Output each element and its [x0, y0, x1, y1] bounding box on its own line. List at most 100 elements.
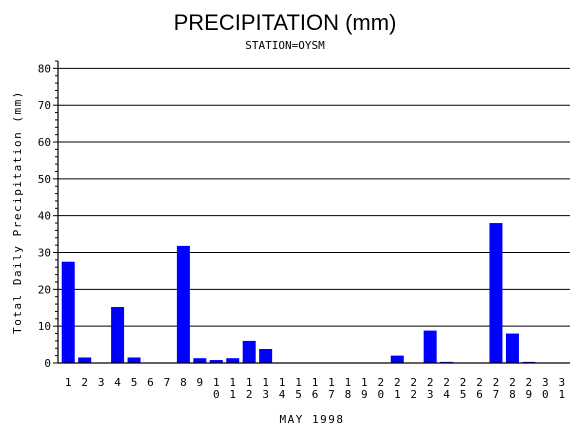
x-tick-label-char: 2 — [377, 376, 384, 389]
x-tick-label: 16 — [312, 376, 319, 401]
x-tick-label-char: 1 — [262, 376, 269, 389]
x-tick-label: 22 — [410, 376, 417, 401]
x-tick-label-char: 2 — [509, 376, 516, 389]
x-tick-label: 8 — [180, 376, 187, 389]
x-tick-label-char: 5 — [295, 388, 302, 401]
x-tick-label: 30 — [542, 376, 549, 401]
y-tick-label: 50 — [38, 173, 51, 186]
x-tick-label-char: 3 — [98, 376, 105, 389]
x-tick-label-char: 2 — [246, 388, 253, 401]
axes — [53, 60, 570, 364]
bar — [259, 349, 273, 363]
y-tick-label: 70 — [38, 99, 51, 112]
bar — [390, 355, 404, 363]
x-tick-label-char: 2 — [394, 376, 401, 389]
x-tick-label: 6 — [147, 376, 154, 389]
x-tick-label-char: 2 — [410, 388, 417, 401]
x-tick-label-char: 1 — [558, 388, 565, 401]
x-tick-label-char: 7 — [328, 388, 335, 401]
x-tick-label-char: 1 — [328, 376, 335, 389]
y-tick-label: 0 — [44, 357, 51, 370]
x-tick-label: 12 — [246, 376, 253, 401]
bar — [61, 261, 75, 363]
chart-title: PRECIPITATION (mm) — [174, 10, 397, 35]
x-tick-label-char: 1 — [229, 376, 236, 389]
x-tick-label-char: 1 — [279, 376, 286, 389]
chart-subtitle: STATION=OYSM — [245, 39, 325, 52]
x-tick-label-char: 2 — [410, 376, 417, 389]
bar — [111, 307, 125, 363]
x-tick-label-char: 1 — [312, 376, 319, 389]
x-tick-label-char: 2 — [526, 376, 533, 389]
x-tick-label: 19 — [361, 376, 368, 401]
x-axis-label: MAY 1998 — [280, 413, 345, 426]
x-tick-label-char: 8 — [180, 376, 187, 389]
x-tick-label: 10 — [213, 376, 220, 401]
x-tick-label-char: 3 — [262, 388, 269, 401]
x-tick-label: 9 — [197, 376, 204, 389]
x-tick-label: 18 — [345, 376, 352, 401]
bars — [61, 223, 536, 363]
x-tick-label-char: 0 — [213, 388, 220, 401]
x-tick-label: 28 — [509, 376, 516, 401]
y-tick-label: 30 — [38, 247, 51, 260]
x-tick-label: 20 — [377, 376, 384, 401]
x-tick-label-char: 1 — [295, 376, 302, 389]
x-tick-label-char: 6 — [147, 376, 154, 389]
x-tick-label-char: 2 — [81, 376, 88, 389]
x-tick-label-char: 7 — [493, 388, 500, 401]
y-tick-label: 80 — [38, 62, 51, 75]
y-axis-label: Total Daily Precipitation (mm) — [11, 90, 24, 334]
bar — [176, 245, 190, 363]
x-tick-label: 1 — [65, 376, 72, 389]
x-tick-label-char: 4 — [114, 376, 121, 389]
y-tick-labels: 0 10 20 30 40 50 60 70 80 — [38, 62, 51, 370]
x-tick-label-char: 1 — [213, 376, 220, 389]
x-tick-label: 17 — [328, 376, 335, 401]
bar — [78, 357, 92, 363]
x-tick-label-char: 6 — [312, 388, 319, 401]
bar — [505, 333, 519, 363]
x-tick-label-char: 9 — [197, 376, 204, 389]
x-tick-label: 15 — [295, 376, 302, 401]
x-tick-label: 31 — [558, 376, 565, 401]
x-tick-label-char: 1 — [394, 388, 401, 401]
bar — [489, 223, 503, 363]
x-tick-label: 13 — [262, 376, 269, 401]
x-tick-label: 25 — [460, 376, 467, 401]
x-tick-label: 2 — [81, 376, 88, 389]
x-tick-label-char: 2 — [476, 376, 483, 389]
x-tick-label-char: 1 — [345, 376, 352, 389]
bar — [423, 330, 437, 363]
x-tick-label: 11 — [229, 376, 236, 401]
x-tick-label-char: 1 — [65, 376, 72, 389]
x-tick-label-char: 7 — [164, 376, 171, 389]
x-tick-label-char: 9 — [361, 388, 368, 401]
x-tick-label-char: 8 — [509, 388, 516, 401]
x-tick-label-char: 0 — [377, 388, 384, 401]
x-tick-label-char: 5 — [131, 376, 138, 389]
bar — [127, 357, 141, 363]
x-tick-label-char: 2 — [427, 376, 434, 389]
x-tick-labels: 1 2 3 4 5 6 7 8 9 1011121314151617181920212223242… — [65, 376, 565, 401]
x-tick-label-char: 4 — [279, 388, 286, 401]
x-tick-label-char: 3 — [427, 388, 434, 401]
x-tick-label-char: 2 — [443, 376, 450, 389]
x-tick-label: 5 — [131, 376, 138, 389]
x-tick-label-char: 1 — [229, 388, 236, 401]
gridlines — [58, 67, 570, 327]
x-tick-label-char: 2 — [493, 376, 500, 389]
x-tick-label-char: 3 — [558, 376, 565, 389]
bar — [209, 360, 223, 363]
y-tick-label: 10 — [38, 320, 51, 333]
x-tick-label-char: 9 — [526, 388, 533, 401]
x-tick-label-char: 1 — [246, 376, 253, 389]
x-tick-label-char: 0 — [542, 388, 549, 401]
x-tick-label: 27 — [493, 376, 500, 401]
x-tick-label-char: 5 — [460, 388, 467, 401]
x-tick-label-char: 8 — [345, 388, 352, 401]
x-tick-label: 23 — [427, 376, 434, 401]
bar — [193, 358, 207, 363]
bar — [226, 358, 240, 363]
x-tick-label-char: 2 — [460, 376, 467, 389]
